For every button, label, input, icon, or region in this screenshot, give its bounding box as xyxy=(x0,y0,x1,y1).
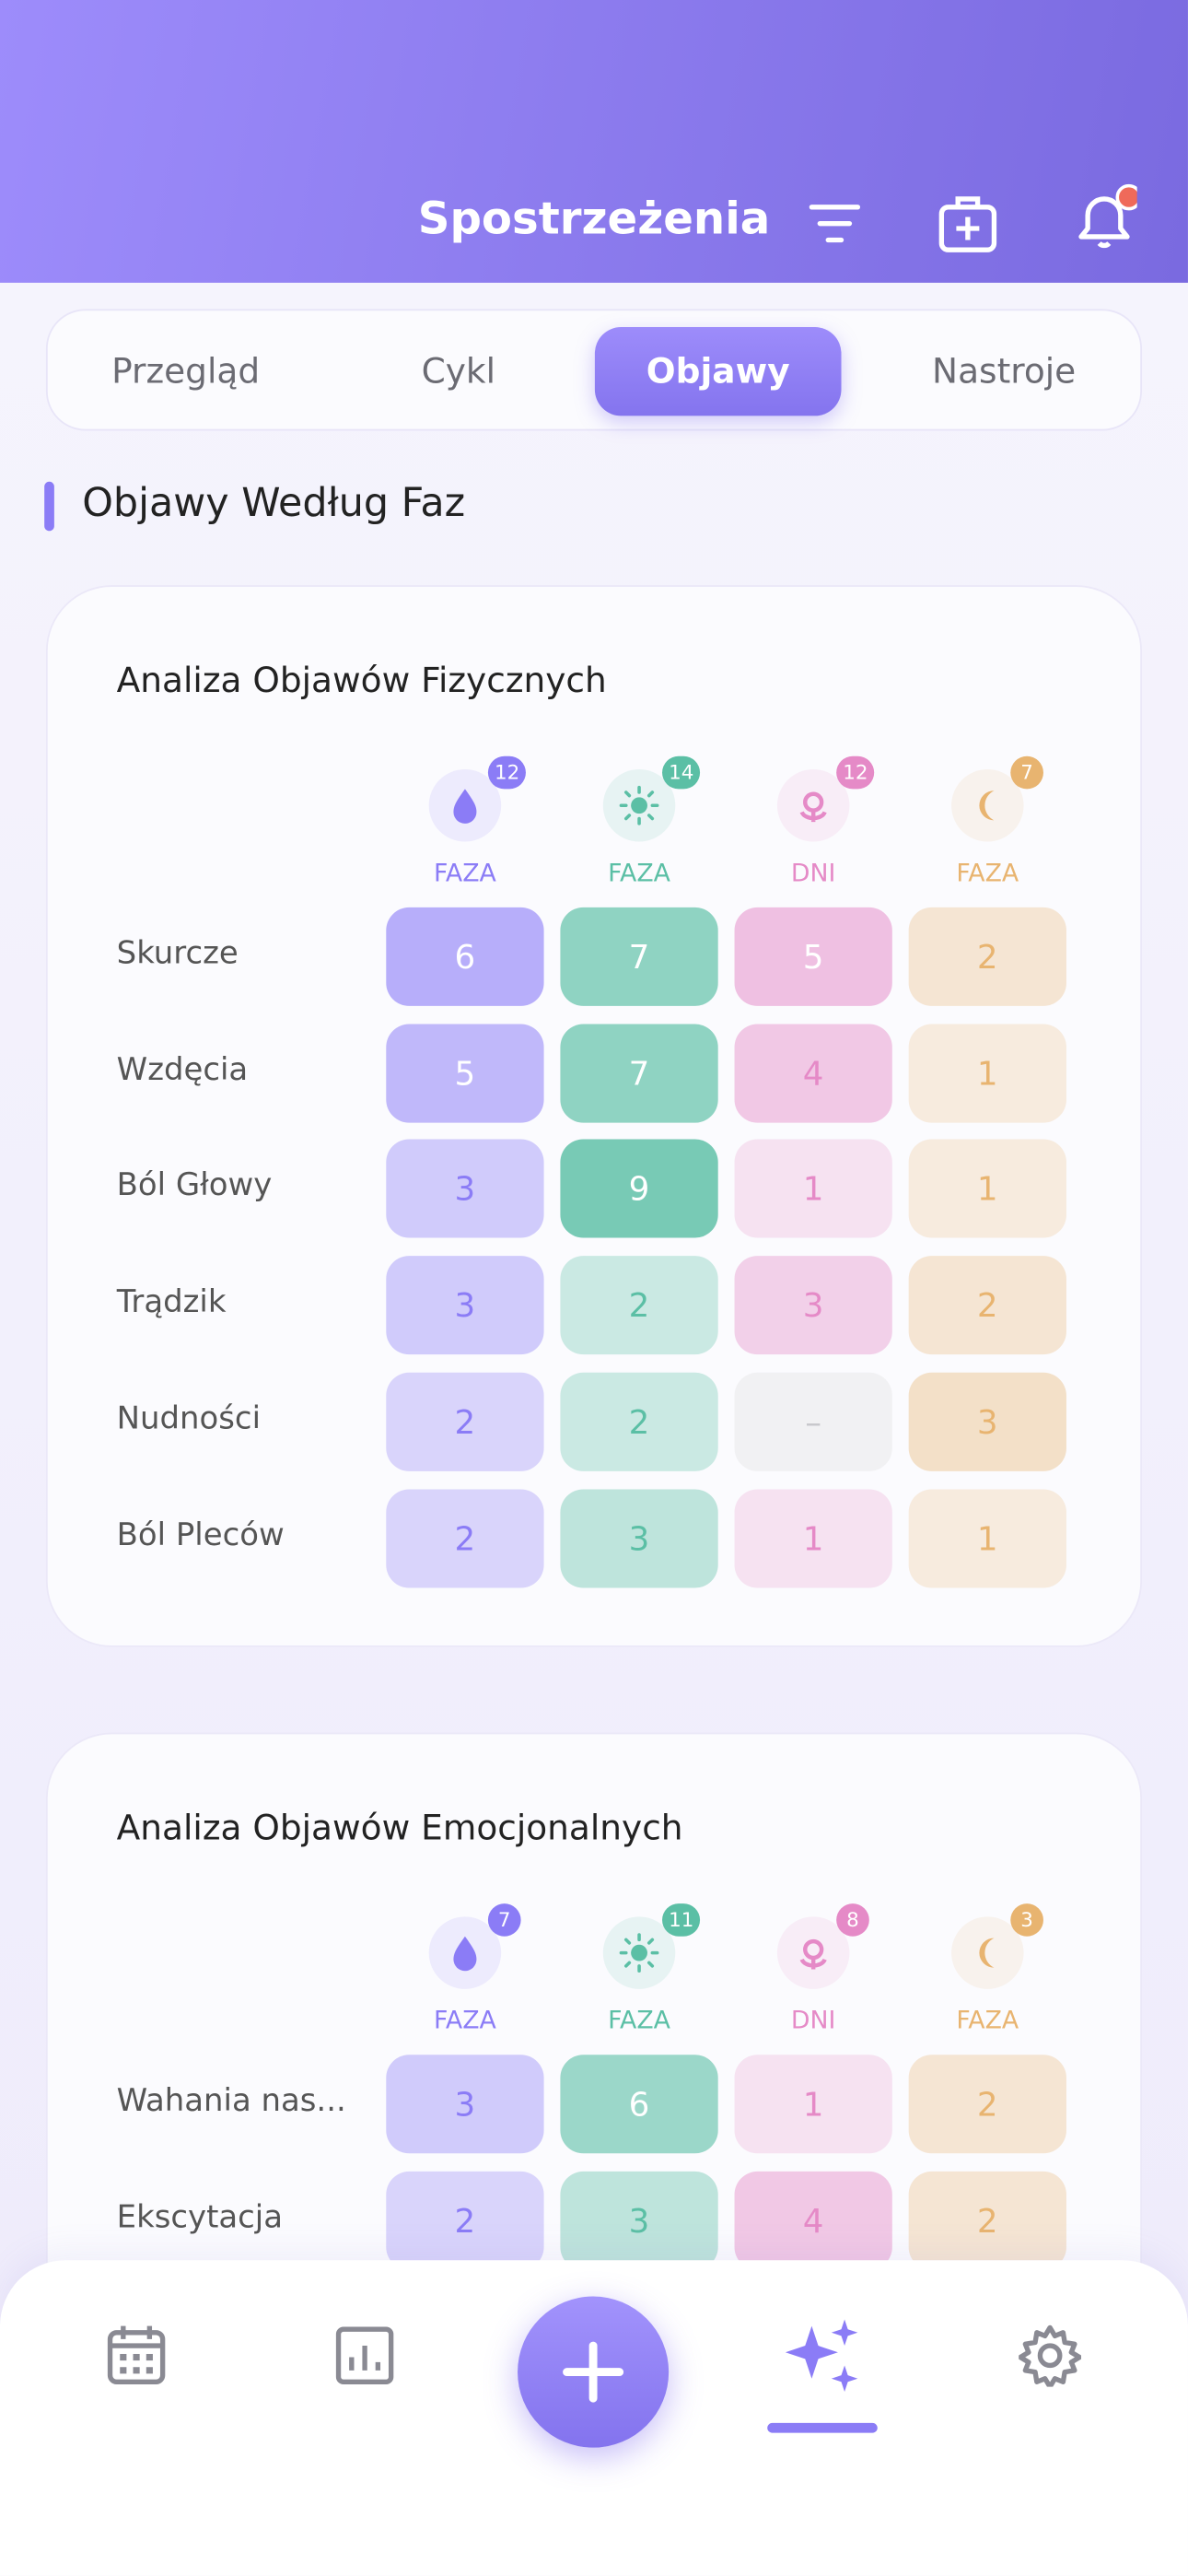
phase-icon xyxy=(951,1916,1024,1989)
symptom-cell: 6 xyxy=(386,907,544,1006)
phase-label: DNI xyxy=(790,2005,836,2035)
symptom-cell: 9 xyxy=(560,1140,718,1239)
symptom-cell: 3 xyxy=(560,2171,718,2270)
symptom-cell: 3 xyxy=(908,1372,1066,1471)
symptom-cell: 2 xyxy=(560,1372,718,1471)
bell-icon[interactable] xyxy=(1068,181,1137,256)
symptom-cell: 4 xyxy=(734,1023,892,1123)
section-title: Objawy Według Faz xyxy=(82,479,466,526)
symptom-cell: 1 xyxy=(908,1488,1066,1587)
symptom-cell: 2 xyxy=(908,2055,1066,2154)
symptom-cell: 7 xyxy=(560,1023,718,1123)
symptom-cell: 2 xyxy=(386,1488,544,1587)
symptom-cell: 1 xyxy=(734,1488,892,1587)
symptom-cell: 5 xyxy=(734,907,892,1006)
header-title: Spostrzeżenia xyxy=(417,193,771,245)
symptom-label: Ból Pleców xyxy=(116,1516,285,1553)
phase-icon xyxy=(776,1916,850,1989)
symptom-cell: 2 xyxy=(386,1372,544,1471)
insights-icon[interactable] xyxy=(782,2316,864,2398)
phase-count: 7 xyxy=(1010,755,1043,790)
symptom-label: Trądzik xyxy=(116,1283,227,1320)
tab[interactable]: Nastroje xyxy=(932,351,1077,392)
symptom-cell: 3 xyxy=(386,1140,544,1239)
stats-icon[interactable] xyxy=(335,2326,394,2385)
symptom-label: Skurcze xyxy=(116,935,239,972)
symptom-label: Wahania nas... xyxy=(116,2082,346,2119)
phase-icon xyxy=(428,1916,502,1989)
symptom-cell: 2 xyxy=(908,907,1066,1006)
symptom-label: Nudności xyxy=(116,1399,261,1437)
header: Spostrzeżenia xyxy=(0,0,1188,283)
symptom-label: Ból Głowy xyxy=(116,1167,273,1204)
symptom-cell: 1 xyxy=(908,1140,1066,1239)
tab-bar: Przegląd Cykl Objawy Nastroje xyxy=(45,309,1143,431)
symptom-cell: 6 xyxy=(560,2055,718,2154)
symptom-cell: – xyxy=(734,1372,892,1471)
calendar-icon[interactable] xyxy=(105,2323,168,2388)
settings-icon[interactable] xyxy=(1019,2324,1082,2387)
add-button[interactable] xyxy=(518,2296,670,2448)
card-title: Analiza Objawów Emocjonalnych xyxy=(116,1808,683,1848)
phase-label: DNI xyxy=(790,858,836,888)
phase-label: FAZA xyxy=(433,858,496,888)
card-title: Analiza Objawów Fizycznych xyxy=(116,661,607,701)
symptom-cell: 2 xyxy=(386,2171,544,2270)
phase-label: FAZA xyxy=(433,2005,496,2035)
symptom-cell: 1 xyxy=(734,2055,892,2154)
symptom-cell: 2 xyxy=(560,1256,718,1355)
phase-icon xyxy=(428,769,502,842)
tab[interactable]: Przegląd xyxy=(111,351,261,392)
symptom-cell: 1 xyxy=(734,1140,892,1239)
symptom-cell: 3 xyxy=(560,1488,718,1587)
symptom-cell: 5 xyxy=(386,1023,544,1123)
phase-label: FAZA xyxy=(608,2005,671,2035)
phase-label: FAZA xyxy=(956,2005,1019,2035)
symptom-cell: 7 xyxy=(560,907,718,1006)
phase-count: 8 xyxy=(836,1903,869,1937)
symptom-cell: 4 xyxy=(734,2171,892,2270)
phase-icon xyxy=(602,769,676,842)
phase-count: 14 xyxy=(662,755,701,790)
phase-count: 3 xyxy=(1010,1903,1043,1937)
symptom-cell: 2 xyxy=(908,1256,1066,1355)
medical-icon[interactable] xyxy=(935,191,1000,256)
active-indicator xyxy=(767,2422,878,2433)
symptom-cell: 1 xyxy=(908,1023,1066,1123)
symptom-cell: 3 xyxy=(386,1256,544,1355)
card: Analiza Objawów Fizycznych 12 FAZA 14 FAZA 12… xyxy=(45,585,1143,1648)
phase-icon xyxy=(602,1916,676,1989)
filter-icon[interactable] xyxy=(805,194,864,253)
symptom-label: Wzdęcia xyxy=(116,1051,249,1088)
phase-label: FAZA xyxy=(608,858,671,888)
phase-count: 12 xyxy=(836,755,875,790)
symptom-cell: 3 xyxy=(734,1256,892,1355)
symptom-cell: 3 xyxy=(386,2055,544,2154)
symptom-cell: 2 xyxy=(908,2171,1066,2270)
tab[interactable]: Cykl xyxy=(421,351,496,392)
phase-label: FAZA xyxy=(956,858,1019,888)
phase-icon xyxy=(776,769,850,842)
tab[interactable]: Objawy xyxy=(594,327,842,416)
phase-count: 11 xyxy=(662,1903,701,1937)
phase-count: 7 xyxy=(487,1903,521,1937)
bottom-nav xyxy=(0,2260,1188,2576)
symptom-label: Ekscytacja xyxy=(116,2198,283,2235)
section-marker xyxy=(44,481,54,532)
phase-count: 12 xyxy=(487,755,527,790)
card: Analiza Objawów Emocjonalnych 7 FAZA 11 FAZA… xyxy=(45,1732,1143,2330)
phase-icon xyxy=(951,769,1024,842)
